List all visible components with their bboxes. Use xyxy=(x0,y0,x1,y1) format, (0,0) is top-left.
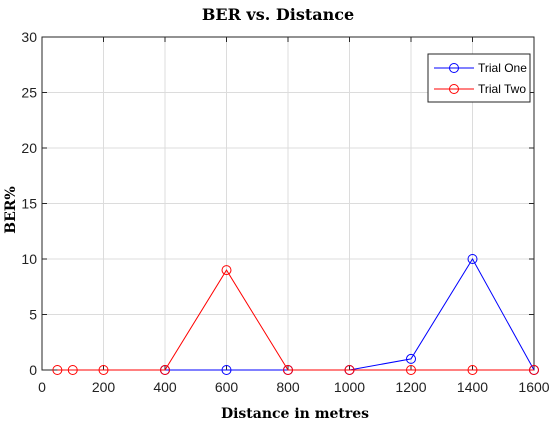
x-tick-label: 1000 xyxy=(334,379,365,395)
data-point xyxy=(98,365,109,375)
y-axis-label: BER% xyxy=(3,186,19,233)
data-point xyxy=(344,365,355,375)
data-point xyxy=(221,265,232,276)
data-point xyxy=(406,365,416,375)
series-layer xyxy=(52,254,539,375)
x-axis-label: Distance in metres xyxy=(221,406,369,422)
data-point xyxy=(67,365,78,375)
y-axis-ticks: 0 5 10 15 20 25 30 xyxy=(21,29,534,378)
x-tick-label: 1400 xyxy=(457,379,488,395)
x-tick-label: 400 xyxy=(153,379,177,395)
legend-box xyxy=(427,53,531,103)
x-tick-label: 0 xyxy=(38,379,46,395)
x-axis-ticks: 0 200 400 600 800 1000 1200 1400 1600 xyxy=(38,37,550,395)
data-point xyxy=(160,365,170,375)
legend: Trial One Trial Two xyxy=(427,53,531,103)
series-line xyxy=(57,269,534,371)
x-tick-label: 1600 xyxy=(518,379,549,395)
series-2 xyxy=(52,265,539,375)
legend-marker xyxy=(449,63,459,73)
x-tick-label: 200 xyxy=(92,379,116,395)
y-tick-label: 25 xyxy=(21,85,37,101)
data-point xyxy=(221,365,232,375)
x-tick-label: 800 xyxy=(276,379,300,395)
x-tick-label: 1200 xyxy=(395,379,426,395)
data-point xyxy=(283,365,293,375)
y-tick-label: 10 xyxy=(21,251,37,267)
y-tick-label: 30 xyxy=(21,29,37,45)
legend-label: Trial Two xyxy=(478,82,526,96)
data-point xyxy=(529,365,539,375)
y-tick-label: 15 xyxy=(21,196,37,212)
data-point xyxy=(467,365,478,375)
data-point xyxy=(467,254,478,264)
data-point xyxy=(406,353,416,364)
legend-label: Trial One xyxy=(478,61,527,75)
y-tick-label: 0 xyxy=(29,362,37,378)
y-tick-label: 5 xyxy=(29,307,37,323)
y-tick-label: 20 xyxy=(21,140,37,156)
data-point xyxy=(52,365,63,375)
legend-marker xyxy=(449,84,459,94)
chart-title: BER vs. Distance xyxy=(202,5,354,24)
x-tick-label: 600 xyxy=(215,379,239,395)
